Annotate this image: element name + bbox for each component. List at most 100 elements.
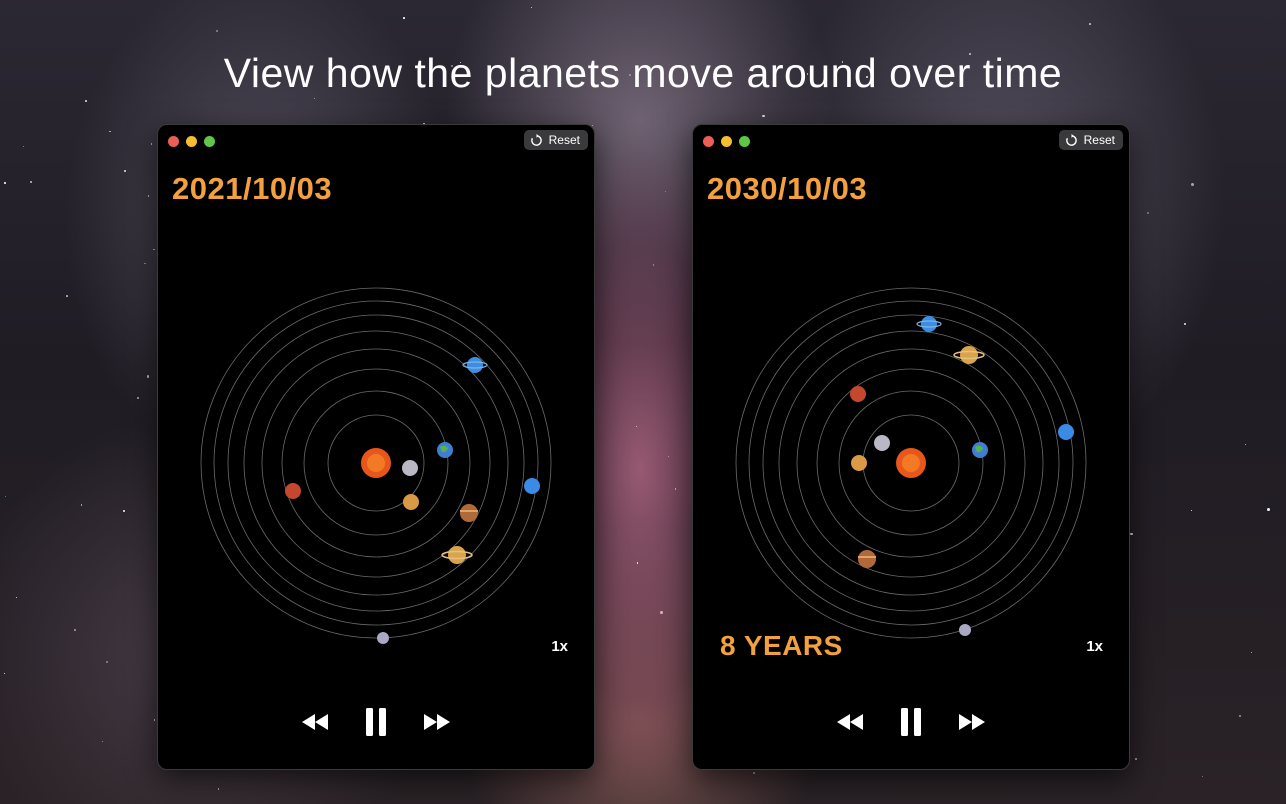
solar-system-orrery: [735, 287, 1087, 639]
simulator-window-2021: Reset 2021/10/03 1x: [157, 124, 595, 770]
zoom-window-button[interactable]: [204, 136, 215, 147]
elapsed-years: 8 YEARS: [720, 630, 843, 661]
window-controls: [703, 136, 750, 147]
pause-button[interactable]: [899, 707, 923, 740]
pause-icon: [899, 707, 923, 740]
venus-icon: [403, 494, 419, 510]
speed-indicator[interactable]: 1x: [1086, 638, 1103, 655]
close-window-button[interactable]: [168, 136, 179, 147]
simulator-window-2030: Reset 2030/10/03 8 YEARS 1x: [692, 124, 1130, 770]
mercury-icon: [874, 435, 890, 451]
star: [806, 73, 809, 75]
star: [314, 97, 316, 99]
close-window-button[interactable]: [703, 136, 714, 147]
uranus-icon: [467, 357, 483, 373]
mercury-icon: [402, 460, 418, 476]
current-date: 2021/10/03: [172, 171, 333, 206]
headline: View how the planets move around over ti…: [223, 50, 1063, 96]
saturn-icon: [960, 346, 978, 364]
neptune-icon: [524, 478, 540, 494]
reset-button[interactable]: Reset: [1058, 130, 1123, 150]
star: [101, 740, 104, 743]
star: [636, 562, 639, 564]
star: [4, 181, 7, 184]
fast-forward-icon: [957, 712, 987, 735]
venus-icon: [851, 455, 867, 471]
pluto-icon: [959, 624, 971, 636]
star: [592, 125, 594, 127]
jupiter-icon: [460, 504, 478, 522]
reset-button[interactable]: Reset: [523, 130, 588, 150]
window-controls: [168, 136, 215, 147]
star: [4, 495, 7, 498]
star: [659, 610, 663, 614]
minimize-window-button[interactable]: [721, 136, 732, 147]
saturn-icon: [448, 546, 466, 564]
neptune-icon: [1058, 424, 1074, 440]
star: [668, 455, 670, 457]
star: [80, 504, 83, 507]
star: [530, 6, 533, 9]
star: [1239, 714, 1242, 717]
minimize-window-button[interactable]: [186, 136, 197, 147]
star: [798, 69, 800, 71]
rewind-button[interactable]: [835, 712, 865, 735]
star: [422, 122, 425, 125]
star: [1251, 651, 1253, 653]
star: [1267, 508, 1270, 511]
rewind-icon: [835, 712, 865, 735]
star: [16, 597, 18, 599]
star: [527, 68, 531, 73]
rewind-button[interactable]: [300, 712, 330, 735]
jupiter-icon: [858, 550, 876, 568]
star: [1130, 532, 1133, 536]
star: [23, 146, 25, 148]
fast-forward-icon: [422, 712, 452, 735]
star: [403, 17, 405, 19]
star: [969, 53, 971, 55]
star: [123, 169, 126, 172]
star: [1190, 509, 1193, 512]
star: [108, 130, 111, 133]
star: [1147, 211, 1150, 214]
star: [150, 143, 152, 145]
star: [146, 375, 149, 378]
star: [1202, 775, 1204, 777]
star: [460, 61, 462, 64]
star: [665, 190, 667, 193]
star: [1135, 758, 1137, 761]
star: [147, 195, 150, 197]
playback-controls: [158, 707, 594, 740]
star: [753, 771, 755, 774]
zoom-window-button[interactable]: [739, 136, 750, 147]
orbit-rings: [735, 287, 1087, 639]
reset-label: Reset: [548, 133, 580, 147]
star: [628, 74, 631, 77]
star: [841, 61, 844, 64]
star: [122, 509, 125, 512]
star: [218, 788, 220, 790]
mars-icon: [285, 483, 301, 499]
star: [674, 488, 677, 490]
fast-forward-button[interactable]: [957, 712, 987, 735]
mars-icon: [850, 386, 866, 402]
reset-label: Reset: [1083, 133, 1115, 147]
star: [3, 673, 5, 675]
uranus-icon: [921, 316, 937, 332]
star: [66, 295, 69, 298]
refresh-icon: [530, 133, 543, 147]
star: [153, 248, 156, 251]
fast-forward-button[interactable]: [422, 712, 452, 735]
star: [29, 181, 32, 184]
star: [1183, 322, 1186, 325]
speed-indicator[interactable]: 1x: [551, 638, 568, 655]
star: [1245, 443, 1247, 446]
pause-button[interactable]: [364, 707, 388, 740]
refresh-icon: [1065, 133, 1078, 147]
star: [215, 29, 218, 32]
star: [85, 99, 87, 102]
star: [144, 262, 146, 264]
star: [652, 264, 655, 266]
rewind-icon: [300, 712, 330, 735]
star: [1191, 183, 1195, 187]
